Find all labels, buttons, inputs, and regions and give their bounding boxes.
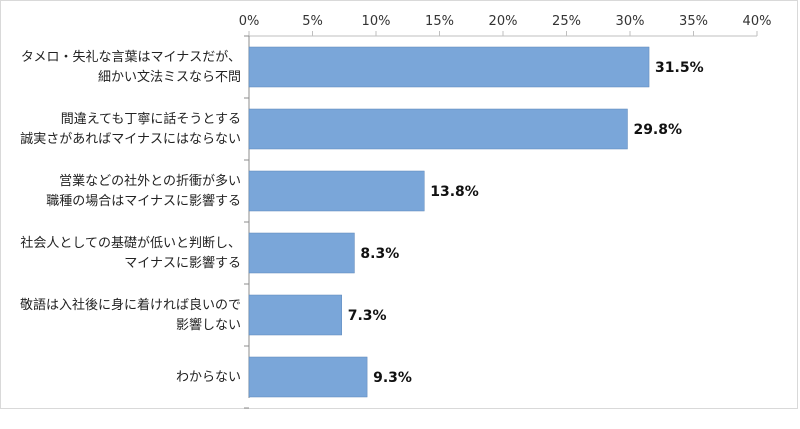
x-tick-label: 30% <box>616 14 645 29</box>
category-label: 社会人としての基礎が低いと判断し、マイナスに影響する <box>20 235 241 271</box>
data-label: 31.5% <box>655 60 704 76</box>
x-tick-label: 25% <box>552 14 581 29</box>
bar <box>248 294 342 336</box>
bars-group <box>248 46 650 398</box>
x-tick-label: 35% <box>679 14 708 29</box>
axis-group: 0% 5% 10% 15% 20% 25% 30% 35% 40% <box>239 14 772 409</box>
data-label: 9.3% <box>373 370 412 386</box>
category-label: わからない <box>176 370 241 385</box>
category-label: 敬語は入社後に身に着ければ良いので影響しない <box>20 297 241 333</box>
category-label: 間違えても丁寧に話そうとする誠実さがあればマイナスにはならない <box>20 111 241 147</box>
category-label-line: マイナスに影響する <box>124 255 241 271</box>
category-label-line: 営業などの社外との折衝が多い <box>59 173 241 189</box>
data-label: 29.8% <box>633 122 682 138</box>
x-tick-label: 40% <box>743 14 772 29</box>
category-label-line: 職種の場合はマイナスに影響する <box>46 193 241 209</box>
category-label-line: わからない <box>176 370 241 385</box>
x-tick-label: 5% <box>302 14 323 29</box>
labels-group: 31.5% タメロ・失礼な言葉はマイナスだが、細かい文法ミスなら不問 29.8% 間違… <box>20 49 704 386</box>
data-label: 8.3% <box>360 246 399 262</box>
x-tick-label: 15% <box>425 14 454 29</box>
data-label: 13.8% <box>430 184 479 200</box>
data-label: 7.3% <box>348 308 387 324</box>
x-tick-label: 0% <box>239 14 260 29</box>
x-tick-label: 20% <box>489 14 518 29</box>
x-tick-label: 10% <box>362 14 391 29</box>
category-label-line: タメロ・失礼な言葉はマイナスだが、 <box>21 49 241 65</box>
bar <box>248 356 368 398</box>
category-label-line: 社会人としての基礎が低いと判断し、 <box>20 235 241 251</box>
bar <box>248 232 355 274</box>
category-label: 営業などの社外との折衝が多い職種の場合はマイナスに影響する <box>46 173 241 209</box>
category-label-line: 敬語は入社後に身に着ければ良いので <box>20 297 241 313</box>
category-label-line: 影響しない <box>176 317 241 333</box>
bar <box>248 170 425 212</box>
category-label: タメロ・失礼な言葉はマイナスだが、細かい文法ミスなら不問 <box>21 49 241 85</box>
bar <box>248 46 650 88</box>
category-label-line: 誠実さがあればマイナスにはならない <box>20 131 241 147</box>
category-label-line: 間違えても丁寧に話そうとする <box>61 111 241 127</box>
bar <box>248 108 628 150</box>
category-label-line: 細かい文法ミスなら不問 <box>98 70 241 85</box>
